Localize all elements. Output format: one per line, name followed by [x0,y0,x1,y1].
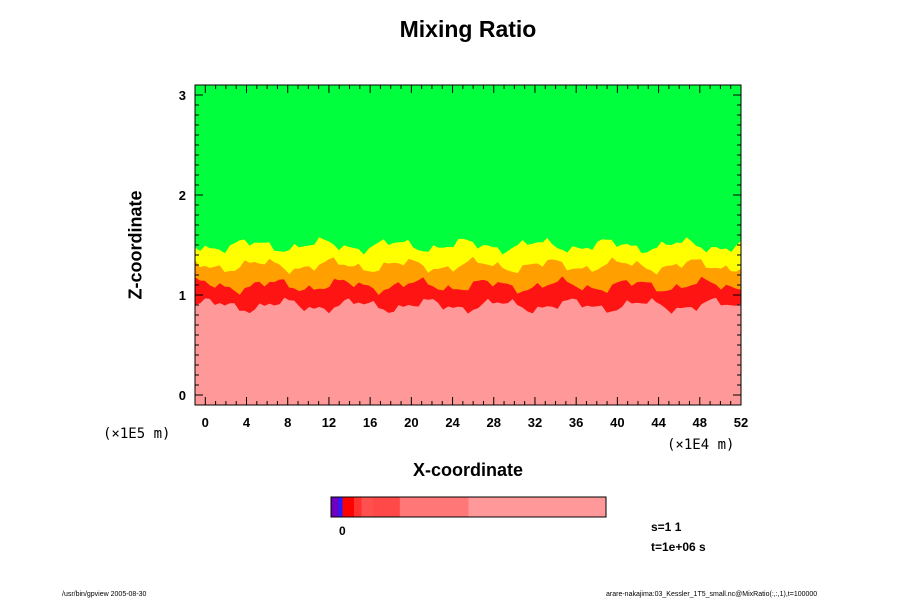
colorbar-segment [331,497,339,517]
chart-title: Mixing Ratio [399,16,537,42]
x-axis-label: X-coordinate [412,460,523,480]
s-annotation: s=1 1 [651,520,682,534]
x-tick-label: 40 [610,415,624,430]
colorbar-segment [373,497,401,517]
y-tick-label: 0 [179,388,186,403]
x-tick-label: 44 [651,415,666,430]
y-tick-label: 2 [179,188,186,203]
x-tick-label: 48 [693,415,707,430]
colorbar-segment [342,497,355,517]
x-tick-label: 16 [363,415,377,430]
x-tick-label: 28 [487,415,501,430]
x-tick-label: 4 [243,415,251,430]
colorbar-zero-label: 0 [339,524,346,538]
colorbar-segment [361,497,374,517]
y-tick-label: 3 [179,88,186,103]
colorbar [330,496,607,518]
layer-upper-layer [195,85,741,255]
x-ticks: 0 4 8 12 16 20 24 28 32 36 40 44 48 52 [194,85,748,430]
x-tick-label: 24 [445,415,460,430]
colorbar-segment [353,497,362,517]
plot-field [195,85,741,405]
x-tick-label: 32 [528,415,542,430]
x-scale-label: (×1E4 m) [667,437,735,453]
x-tick-label: 52 [734,415,748,430]
y-ticks: 0 1 2 3 [179,88,741,403]
x-tick-label: 0 [202,415,209,430]
x-tick-label: 20 [404,415,418,430]
colorbar-segment [399,497,469,517]
footer-right: arare-nakajima:03_Kessler_1T5_small.nc@M… [606,591,818,598]
colorbar-segment [338,497,343,517]
x-tick-label: 36 [569,415,583,430]
footer-left: /usr/bin/gpview 2005-08-30 [62,591,147,598]
t-annotation: t=1e+06 s [651,540,706,554]
y-scale-label: (×1E5 m) [103,426,171,442]
x-tick-label: 8 [284,415,291,430]
colorbar-frame [330,496,607,518]
x-tick-label: 12 [322,415,336,430]
colorbar-segment [468,497,607,517]
y-tick-label: 1 [179,288,186,303]
